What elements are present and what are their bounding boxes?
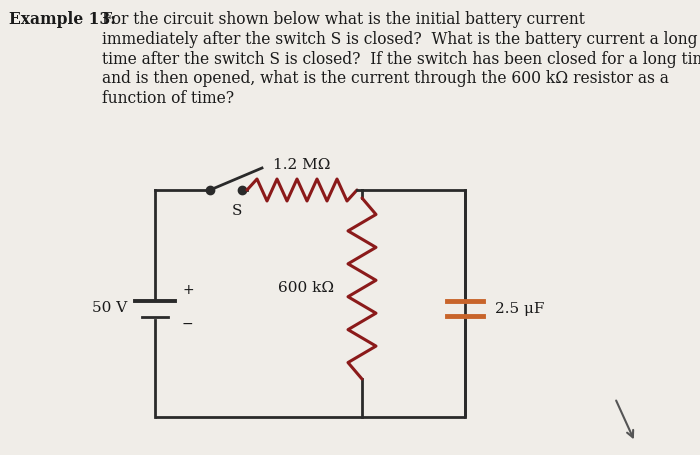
Text: 50 V: 50 V	[92, 302, 127, 315]
Text: −: −	[182, 317, 194, 330]
Text: 600 kΩ: 600 kΩ	[278, 282, 334, 295]
Text: 1.2 MΩ: 1.2 MΩ	[273, 158, 330, 172]
Text: Example 13:: Example 13:	[9, 11, 116, 28]
Text: +: +	[182, 283, 194, 298]
Text: 2.5 μF: 2.5 μF	[495, 302, 545, 315]
Text: S: S	[232, 204, 242, 218]
Text: For the circuit shown below what is the initial battery current
immediately afte: For the circuit shown below what is the …	[102, 11, 700, 107]
